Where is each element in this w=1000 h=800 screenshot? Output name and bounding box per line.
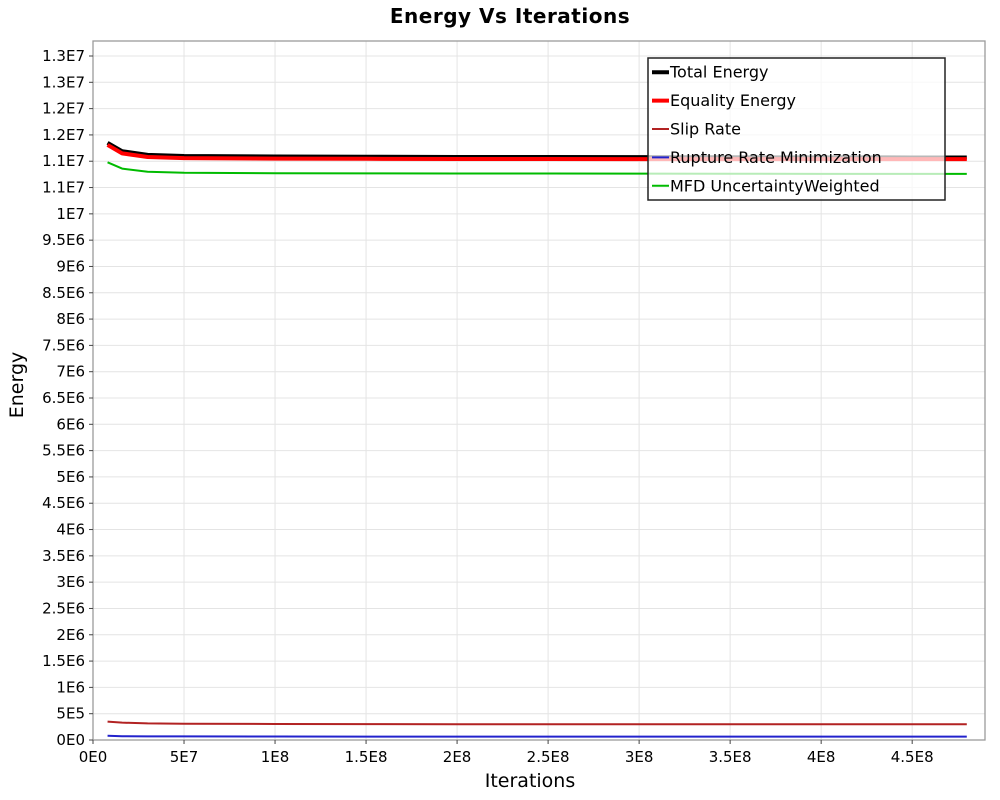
x-tick-label: 4.5E8 — [891, 748, 934, 766]
y-tick-label: 2E6 — [56, 626, 85, 644]
y-tick-label: 5.5E6 — [42, 442, 85, 460]
legend-background — [648, 58, 945, 200]
y-tick-label: 1.2E7 — [42, 126, 85, 144]
y-tick-label: 1E7 — [56, 205, 85, 223]
x-axis-label: Iterations — [484, 770, 576, 792]
x-tick-label: 1E8 — [261, 748, 290, 766]
y-axis-label: Energy — [6, 351, 28, 419]
y-tick-label: 8E6 — [56, 310, 85, 328]
series-line-rupture-rate-minimization — [107, 734, 967, 738]
x-tick-label: 4E8 — [807, 748, 836, 766]
y-tick-label: 5E5 — [56, 705, 85, 723]
y-tick-label: 5E6 — [56, 468, 85, 486]
y-tick-label: 1E6 — [56, 678, 85, 696]
x-tick-label: 3E8 — [625, 748, 654, 766]
legend-box — [647, 57, 946, 201]
legend-label-mfd-uncertaintyweighted: MFD UncertaintyWeighted — [670, 176, 880, 195]
y-tick-label: 4E6 — [56, 521, 85, 539]
y-tick-label: 3E6 — [56, 573, 85, 591]
y-tick-label: 1.3E7 — [42, 47, 85, 65]
y-tick-label: 8.5E6 — [42, 284, 85, 302]
legend-label-equality-energy: Equality Energy — [670, 91, 796, 110]
y-tick-label: 7.5E6 — [42, 336, 85, 354]
legend-label-total-energy: Total Energy — [669, 63, 768, 82]
series-line-slip-rate — [107, 720, 967, 726]
x-tick-label: 3.5E8 — [709, 748, 752, 766]
x-tick-label: 5E7 — [170, 748, 199, 766]
y-tick-label: 1.1E7 — [42, 179, 85, 197]
x-tick-label: 1.5E8 — [345, 748, 388, 766]
y-tick-label: 9.5E6 — [42, 231, 85, 249]
y-tick-label: 9E6 — [56, 257, 85, 275]
legend-label-slip-rate: Slip Rate — [670, 120, 741, 139]
legend-label-rupture-rate-minimization: Rupture Rate Minimization — [670, 148, 882, 167]
y-tick-label: 3.5E6 — [42, 547, 85, 565]
y-tick-label: 1.2E7 — [42, 100, 85, 118]
x-tick-label: 0E0 — [79, 748, 108, 766]
y-tick-label: 6E6 — [56, 415, 85, 433]
y-tick-label: 1.5E6 — [42, 652, 85, 670]
y-tick-label: 6.5E6 — [42, 389, 85, 407]
y-tick-label: 2.5E6 — [42, 599, 85, 617]
x-tick-label: 2E8 — [443, 748, 472, 766]
y-tick-label: 1.3E7 — [42, 73, 85, 91]
y-tick-label: 1.1E7 — [42, 152, 85, 170]
x-tick-label: 2.5E8 — [527, 748, 570, 766]
chart-title: Energy Vs Iterations — [389, 4, 631, 28]
y-tick-label: 0E0 — [56, 731, 85, 749]
y-tick-label: 7E6 — [56, 363, 85, 381]
y-tick-label: 4.5E6 — [42, 494, 85, 512]
plot-border — [92, 40, 986, 741]
